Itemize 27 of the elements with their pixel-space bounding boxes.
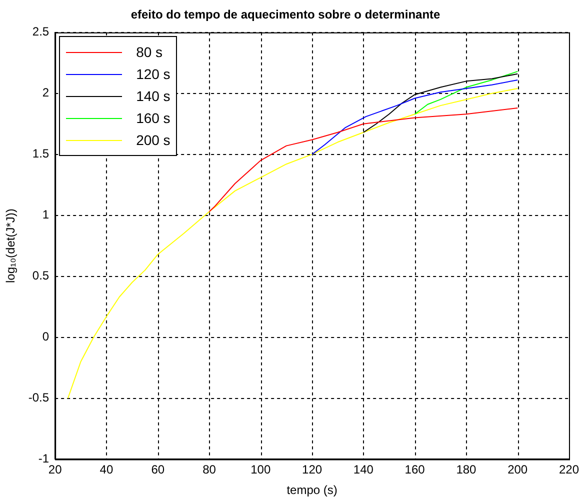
x-tick-label: 180: [456, 462, 477, 477]
x-tick-label: 40: [100, 462, 114, 477]
x-tick-label: 120: [302, 462, 322, 477]
legend-label: 140 s: [136, 88, 170, 104]
x-tick-label: 220: [558, 462, 580, 477]
legend-label: 120 s: [136, 66, 170, 82]
x-tick-label: 140: [353, 462, 374, 477]
y-tick-label: 1: [42, 208, 50, 222]
y-tick-label: 0.5: [32, 268, 50, 283]
y-tick-label: -0.5: [28, 390, 50, 405]
x-tick-label: 80: [202, 462, 216, 477]
legend-label: 200 s: [136, 132, 170, 148]
y-tick-label: 0: [42, 330, 50, 344]
x-tick-label: 60: [151, 462, 165, 477]
y-tick-label: 2.5: [32, 24, 50, 39]
x-axis-title: tempo (s): [286, 483, 338, 498]
y-tick-label: -1: [38, 452, 50, 466]
y-tick-label: 1.5: [32, 146, 50, 161]
legend-label: 80 s: [136, 44, 163, 60]
legend-label: 160 s: [136, 110, 170, 126]
chart-title: efeito do tempo de aquecimento sobre o determinante: [130, 8, 441, 22]
y-tick-label: 2: [42, 86, 50, 100]
x-tick-label: 160: [404, 462, 426, 477]
x-tick-label: 200: [508, 462, 528, 477]
y-axis-title: log₁₀(det(J*J)): [4, 208, 18, 283]
x-tick-label: 20: [48, 462, 62, 477]
x-tick-label: 100: [250, 462, 271, 477]
